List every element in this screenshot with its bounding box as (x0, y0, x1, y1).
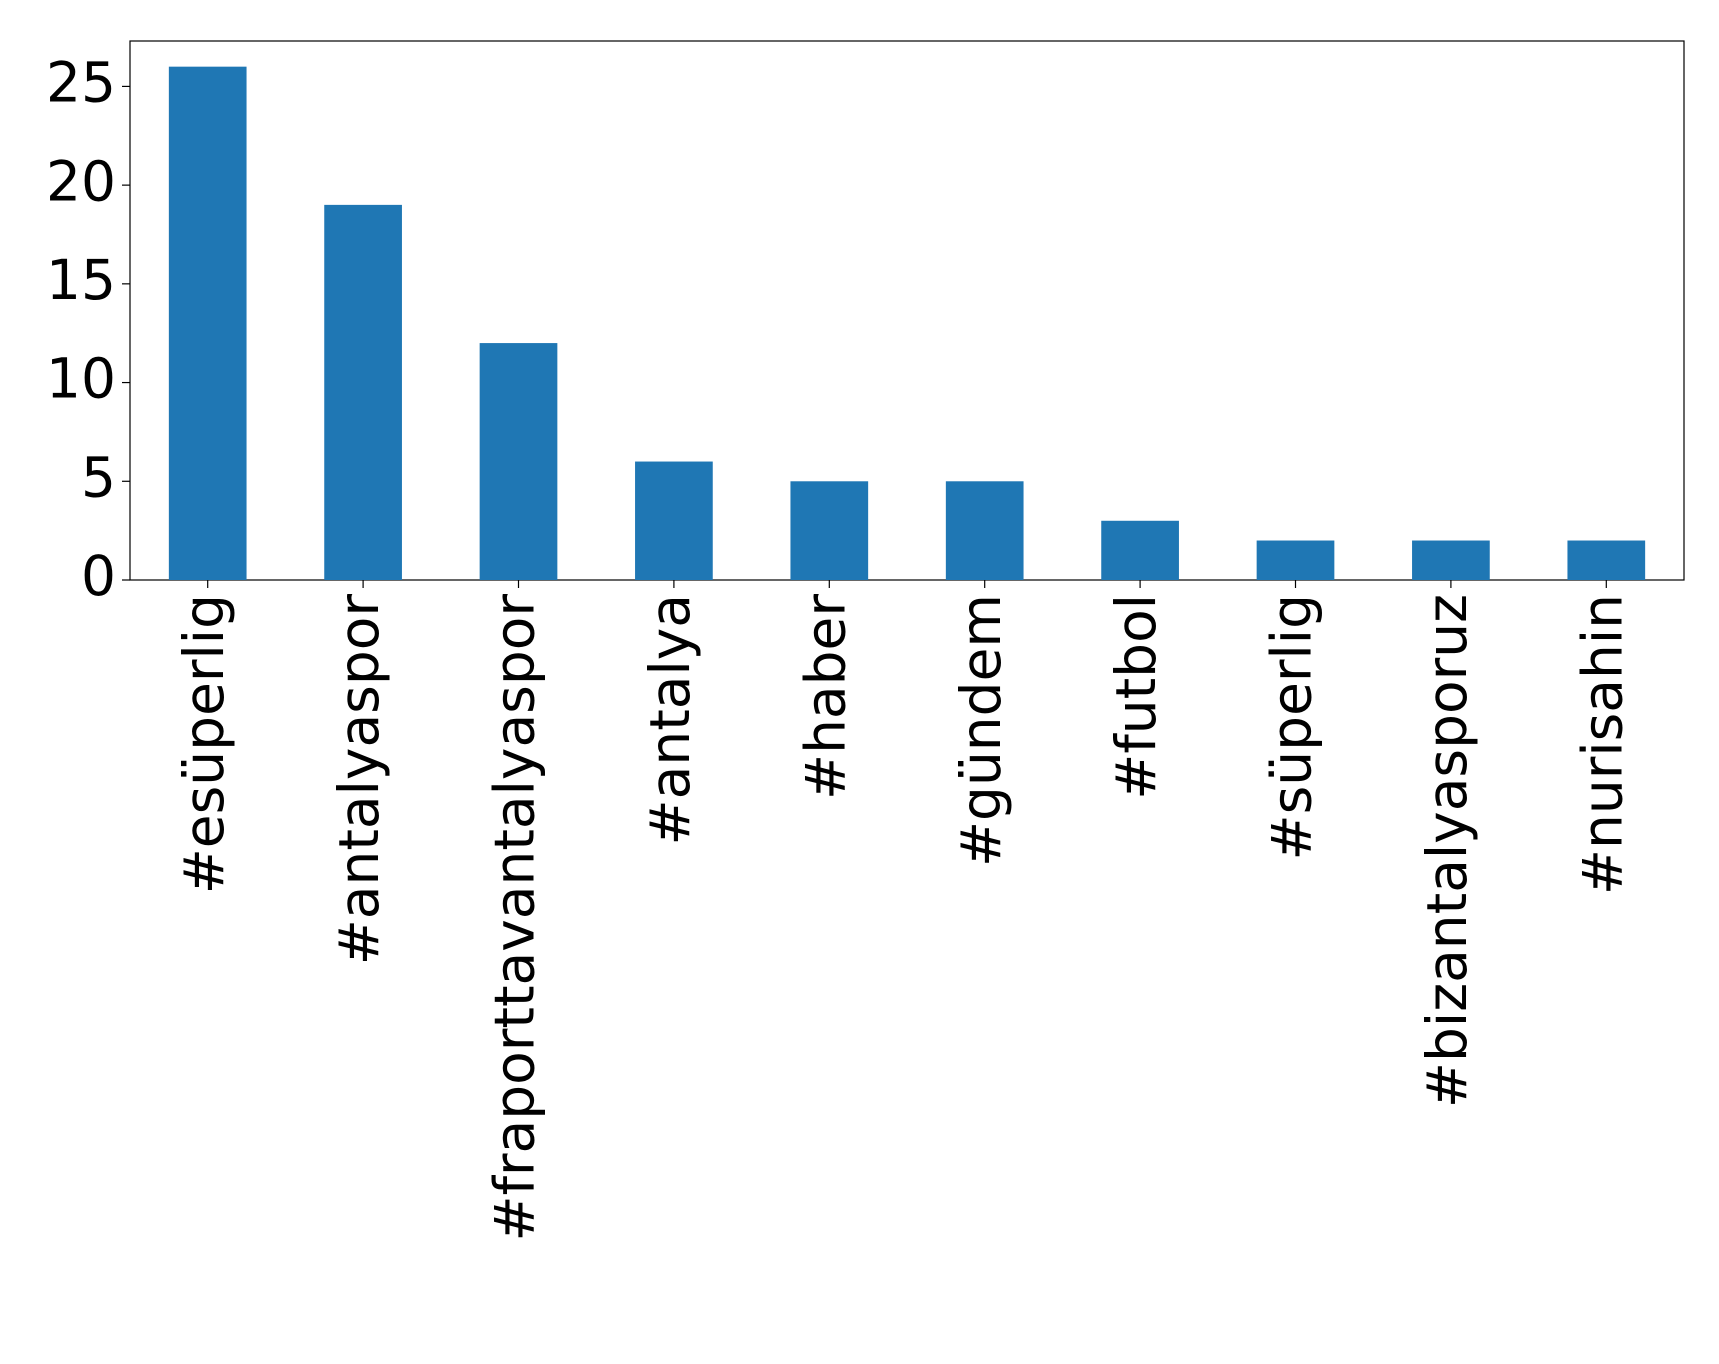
plot-frame (129, 40, 1685, 581)
x-tick-label: #süperlig (1260, 594, 1324, 860)
y-tick-label: 5 (81, 445, 116, 509)
bar (1256, 540, 1335, 580)
bar (1101, 520, 1179, 580)
y-tick-label: 10 (46, 347, 116, 411)
x-tick-label: #fraporttavantalyaspor (483, 594, 547, 1242)
bar (1567, 540, 1646, 580)
x-tick-label: #bizantalyasporuz (1415, 594, 1479, 1108)
x-tick-label: #haber (793, 594, 857, 800)
bar (324, 204, 402, 580)
x-tick-label: #antalyaspor (327, 594, 391, 966)
y-tick-label: 25 (46, 51, 116, 115)
bar (479, 343, 558, 580)
bar (1412, 540, 1490, 580)
bar (945, 481, 1024, 580)
bar (635, 461, 713, 580)
y-tick-label: 15 (46, 248, 116, 312)
bar (168, 66, 247, 580)
x-tick-label: #futbol (1104, 594, 1168, 800)
y-tick-label: 0 (81, 544, 116, 608)
x-tick-label: #esüperlig (172, 594, 236, 894)
x-tick-label: #antalya (638, 594, 702, 845)
bar (790, 481, 869, 580)
y-tick-label: 20 (46, 149, 116, 213)
x-tick-label: #nurisahin (1570, 594, 1634, 895)
x-tick-label: #gündem (949, 594, 1013, 867)
